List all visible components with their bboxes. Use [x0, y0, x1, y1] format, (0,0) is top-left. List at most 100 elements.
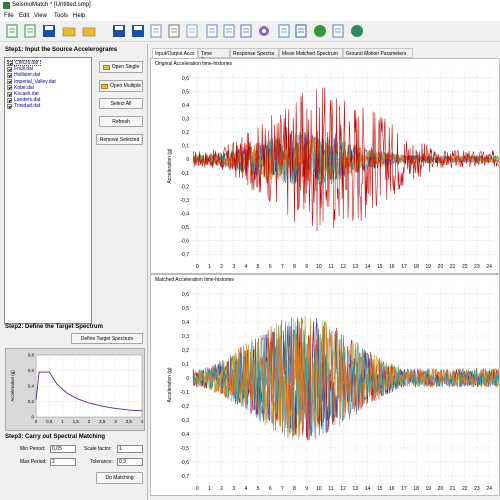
- y-tick-label: 0,8: [28, 353, 35, 358]
- list-item-label: Trinidad.dat: [14, 103, 41, 110]
- checkbox[interactable]: [7, 66, 12, 72]
- x-tick-label: 1,5: [73, 419, 80, 424]
- checkbox[interactable]: [7, 97, 12, 103]
- folder-icon: [101, 83, 109, 89]
- refresh-button[interactable]: Refresh: [99, 116, 143, 127]
- y-tick-label: -0,3: [180, 198, 189, 204]
- tab-mean-matched-spectrum[interactable]: Mean Matched Spectrum: [279, 48, 343, 58]
- checkbox[interactable]: [7, 79, 12, 85]
- x-tick-label: 12: [340, 264, 346, 270]
- help-icon[interactable]: [312, 23, 327, 38]
- y-tick-label: 0,4: [182, 320, 189, 326]
- save-icon[interactable]: [41, 23, 56, 38]
- open-single-button[interactable]: Open Single: [99, 61, 143, 73]
- open-folder-icon[interactable]: [61, 23, 76, 38]
- print-icon[interactable]: [166, 23, 181, 38]
- x-tick-label: 1: [208, 486, 211, 492]
- step1-title: Step1: Input the Source Accelerograms: [5, 47, 118, 53]
- save-icon[interactable]: [111, 23, 126, 38]
- new-icon[interactable]: [4, 23, 19, 38]
- list-item[interactable]: Friuli.dat: [7, 66, 33, 72]
- do-matching-button[interactable]: Do Matching: [96, 472, 143, 484]
- checkbox[interactable]: [7, 72, 12, 78]
- scale-factor-label: Scale factor:: [84, 446, 112, 452]
- web-icon[interactable]: [349, 23, 364, 38]
- x-tick-label: 1: [61, 419, 64, 424]
- open-folder-2-icon[interactable]: [81, 23, 96, 38]
- copy-icon[interactable]: [204, 23, 219, 38]
- tab-input-output-accs[interactable]: Input/Output Accs: [152, 48, 198, 58]
- right-pane: Input/Output Accs Time Series Response S…: [150, 44, 500, 500]
- tab-time-series[interactable]: Time Series: [198, 48, 230, 63]
- x-tick-label: 6: [269, 486, 272, 492]
- copy-2-icon[interactable]: [238, 23, 253, 38]
- scale-factor-input[interactable]: 1: [117, 445, 143, 453]
- y-tick-label: 0: [31, 415, 34, 420]
- menu-help[interactable]: Help: [73, 13, 86, 19]
- y-tick-label: 0,4: [28, 384, 35, 389]
- tolerance-input[interactable]: 0,3: [117, 458, 143, 466]
- document-icon[interactable]: [148, 23, 163, 38]
- x-tick-label: 10: [316, 486, 322, 492]
- link-icon[interactable]: [330, 23, 345, 38]
- list-item[interactable]: ChiChi.dat: [7, 60, 42, 66]
- x-tick-label: 5: [257, 264, 260, 270]
- layers-icon[interactable]: [293, 23, 308, 38]
- x-tick-label: 22: [462, 486, 468, 492]
- y-axis-label: Acceleration (g): [10, 370, 15, 402]
- list-item[interactable]: Landers.dat: [7, 97, 40, 103]
- y-tick-label: -0,4: [180, 212, 189, 218]
- y-tick-label: -0,5: [180, 225, 189, 231]
- checkbox[interactable]: [7, 91, 12, 97]
- y-axis-label: Acceleration (g): [167, 148, 173, 183]
- select-all-button[interactable]: Select All: [99, 98, 143, 109]
- settings-icon[interactable]: [256, 23, 271, 38]
- file-list[interactable]: ChiChi.dat Friuli.dat Hollister.dat Imperia…: [4, 57, 92, 324]
- checkbox[interactable]: [7, 103, 12, 109]
- menu-edit[interactable]: Edit: [19, 13, 30, 19]
- x-tick-label: 23: [474, 486, 480, 492]
- x-tick-label: 15: [377, 264, 383, 270]
- target-spectrum-preview: 0,8 0,6 0,4 0,2 0 0 0,5 1 1,5 2 2,5 3 3,5 4 Accelerati…: [5, 348, 145, 431]
- x-tick-label: 14: [365, 486, 371, 492]
- window-title: SeismoMatch * [Untitled.smp]: [12, 2, 91, 8]
- y-tick-label: 0,3: [182, 117, 189, 123]
- min-period-input[interactable]: 0,05: [50, 445, 76, 453]
- y-tick-label: -0,1: [180, 171, 189, 177]
- max-period-label: Max Period:: [20, 459, 47, 465]
- tab-ground-motion-parameters[interactable]: Ground Motion Parameters: [343, 48, 413, 58]
- x-tick-label: 3: [232, 264, 235, 270]
- remove-selected-button[interactable]: Remove Selected: [96, 134, 143, 145]
- print-preview-icon[interactable]: [184, 23, 199, 38]
- min-period-label: Min Period:: [20, 446, 46, 452]
- menu-view[interactable]: View: [34, 13, 47, 19]
- x-tick-label: 10: [316, 264, 322, 270]
- export-icon[interactable]: [276, 23, 291, 38]
- y-tick-label: -0,4: [180, 432, 189, 438]
- list-item[interactable]: Kocaeli.dat: [7, 91, 39, 97]
- x-tick-label: 20: [438, 264, 444, 270]
- open-multiple-button[interactable]: Open Multiple: [99, 80, 143, 92]
- x-tick-label: 8: [293, 264, 296, 270]
- define-target-spectrum-button[interactable]: Define Target Spectrum: [71, 333, 143, 344]
- x-tick-label: 4: [141, 419, 144, 424]
- menu-tools[interactable]: Tools: [54, 13, 69, 19]
- report-icon[interactable]: [221, 23, 236, 38]
- list-item[interactable]: Kobe.dat: [7, 85, 34, 91]
- list-item[interactable]: Trinidad.dat: [7, 103, 40, 109]
- tab-response-spectra[interactable]: Response Spectra: [230, 48, 279, 58]
- open-icon[interactable]: [22, 23, 37, 38]
- menu-file[interactable]: File: [4, 13, 14, 19]
- checkbox[interactable]: [8, 60, 13, 66]
- title-bar: SeismoMatch * [Untitled.smp]: [0, 0, 500, 11]
- save-as-icon[interactable]: [130, 23, 145, 38]
- list-item[interactable]: Imperial_Valley.dat: [7, 79, 56, 85]
- max-period-input[interactable]: 2: [50, 458, 76, 466]
- list-item-label: Kobe.dat: [14, 84, 35, 91]
- x-tick-label: 11: [328, 264, 333, 270]
- list-item[interactable]: Hollister.dat: [7, 72, 40, 78]
- x-tick-label: 0: [196, 264, 199, 270]
- checkbox[interactable]: [7, 85, 12, 91]
- x-tick-label: 19: [426, 486, 432, 492]
- x-tick-label: 9: [305, 486, 308, 492]
